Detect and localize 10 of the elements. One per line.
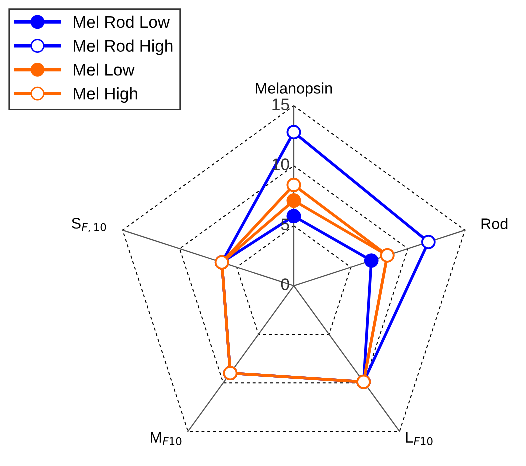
spoke-label: L$_{F10}$ [406,432,433,446]
legend-label: Mel High [74,88,138,104]
spoke-label: S$_{F,10}$ [72,218,106,233]
spoke-label: Melanopsin [256,82,332,97]
legend-label: Mel Rod High [74,40,173,56]
legend-label: Mel Rod Low [74,16,170,28]
spoke-label: M$_{F10}$ [151,432,182,446]
legend-label: Mel Low [74,64,135,76]
spoke-label: Rod [482,218,508,230]
y-tick-label: 15 [272,98,290,110]
